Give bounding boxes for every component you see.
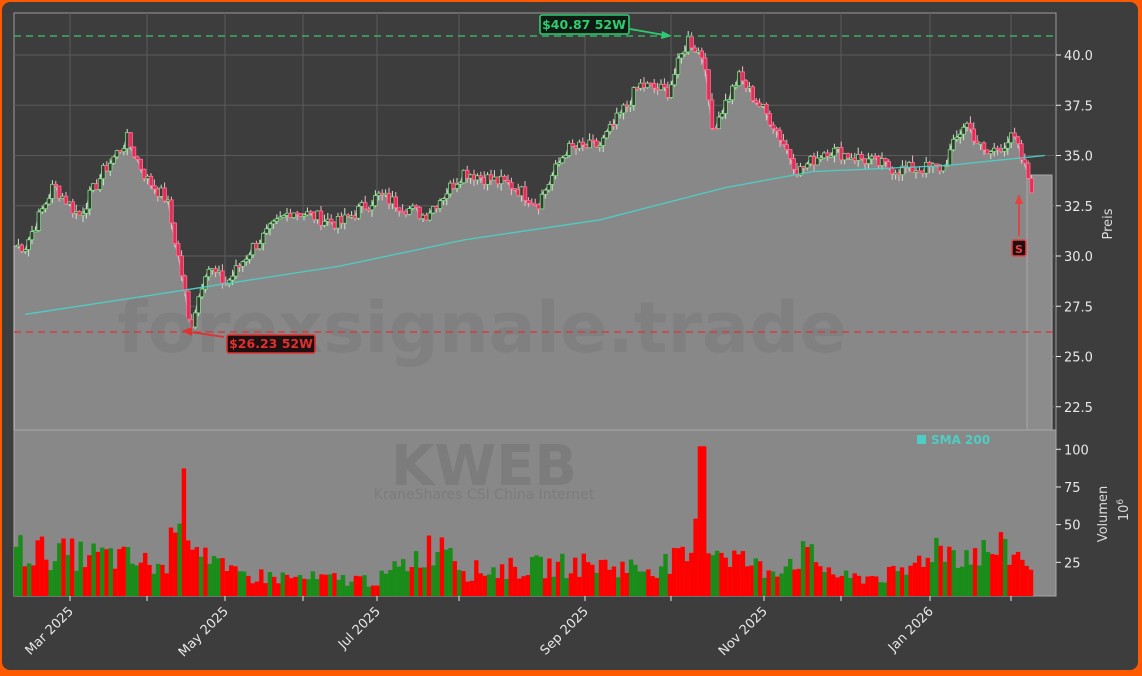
volume-axis-title: Volumen xyxy=(1096,486,1111,543)
date-tick-label: May 2025 xyxy=(176,604,232,660)
price-axis-title: Preis xyxy=(1101,208,1116,239)
date-tick-label: Jul 2025 xyxy=(335,604,384,653)
low-52w-annotation: $26.23 52W xyxy=(182,327,316,354)
price-tick-label: 27.5 xyxy=(1064,300,1093,315)
price-tick-label: 30.0 xyxy=(1064,250,1093,265)
legend-swatch-sma xyxy=(917,435,926,444)
ticker-watermark: KWEB xyxy=(391,434,577,499)
volume-tick-label: 25 xyxy=(1064,556,1081,571)
date-tick-label: Mar 2025 xyxy=(23,604,77,658)
candlesticks xyxy=(16,30,1034,329)
price-tick-label: 22.5 xyxy=(1064,401,1093,416)
high-52w-annotation: $40.87 52W xyxy=(539,14,672,39)
watermark: forexsignale.trade xyxy=(117,287,846,369)
date-tick-label: Jan 2026 xyxy=(885,604,937,656)
price-tick-label: 25.0 xyxy=(1064,351,1093,366)
price-tick-label: 37.5 xyxy=(1064,99,1093,114)
last-price-box xyxy=(1026,174,1053,431)
high-52w-label: $40.87 52W xyxy=(542,17,626,32)
volume-tick-label: 50 xyxy=(1064,519,1081,534)
date-tick-label: Sep 2025 xyxy=(538,604,592,658)
signal-label: S xyxy=(1015,243,1023,256)
date-axis: Mar 2025 May 2025 Jul 2025 Sep 2025 Nov 2025… xyxy=(23,596,1012,660)
volume-bars xyxy=(14,446,1034,596)
legend: SMA 200 xyxy=(917,433,990,447)
price-tick-label: 40.0 xyxy=(1064,49,1093,64)
price-tick-label: 32.5 xyxy=(1064,200,1093,215)
volume-tick-label: 75 xyxy=(1064,481,1081,496)
sma-200-line xyxy=(25,154,1045,315)
fund-name-watermark: KraneShares CSI China Internet xyxy=(374,487,595,503)
volume-scale-label: 106 xyxy=(1116,499,1132,522)
price-axis: 22.5 25.0 27.5 30.0 32.5 35.0 37.5 40.0 xyxy=(1056,49,1093,416)
legend-label-sma: SMA 200 xyxy=(931,433,990,447)
low-52w-label: $26.23 52W xyxy=(229,336,313,351)
volume-tick-label: 100 xyxy=(1064,443,1089,458)
sell-signal-marker: S xyxy=(1011,194,1027,257)
price-tick-label: 35.0 xyxy=(1064,150,1093,165)
date-tick-label: Nov 2025 xyxy=(716,604,771,659)
volume-axis: 25 50 75 100 xyxy=(1056,443,1089,571)
